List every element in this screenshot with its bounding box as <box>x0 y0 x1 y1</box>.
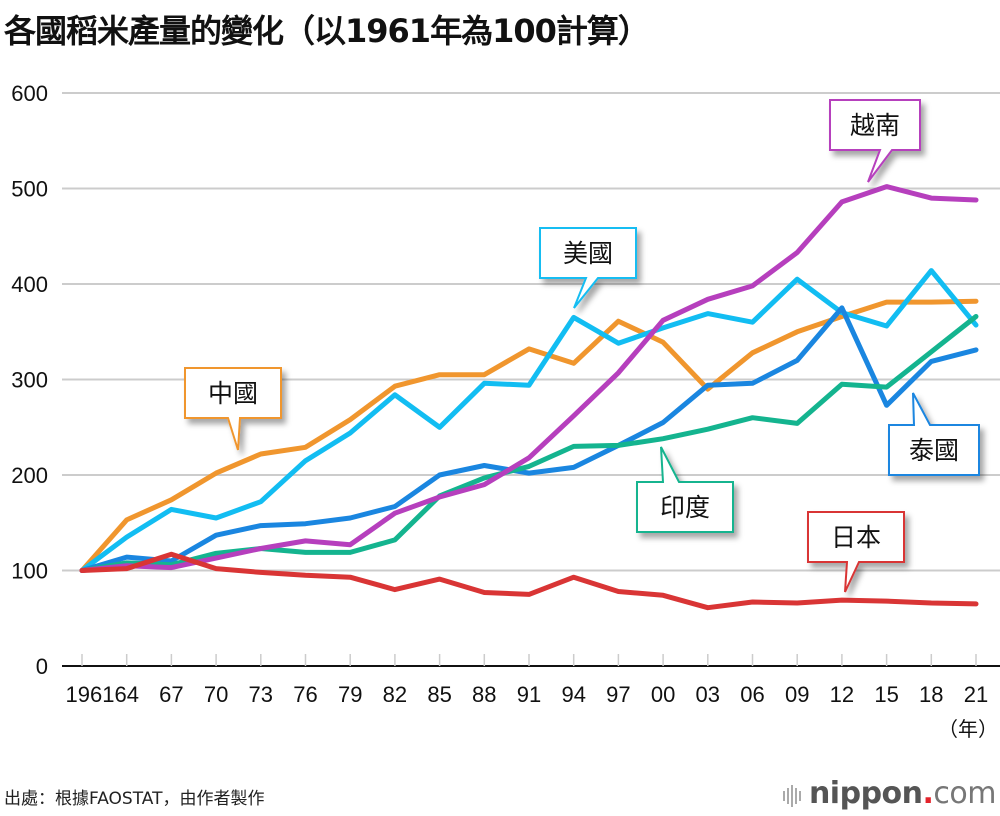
callout-box <box>888 392 980 476</box>
callout-泰國 <box>888 392 980 476</box>
x-tick-label: 85 <box>427 682 451 707</box>
x-tick-label: 06 <box>740 682 764 707</box>
x-tick-label: 00 <box>651 682 675 707</box>
logo-domain: com <box>933 776 996 811</box>
y-tick-label: 500 <box>11 177 48 202</box>
callout-box <box>636 446 734 533</box>
series-line <box>79 305 979 573</box>
callout-印度 <box>636 446 734 533</box>
x-axis: 1961 64 67 70 73 76 79 82 85 88 91 94 97 00 03 06 09 12 15… <box>62 654 1000 741</box>
x-tick-label: 64 <box>114 682 138 707</box>
x-tick-label: 70 <box>204 682 228 707</box>
y-tick-label: 200 <box>11 463 48 488</box>
y-tick-label: 0 <box>36 654 48 679</box>
x-tick-label: 18 <box>919 682 943 707</box>
y-axis-ticks: 0 100 200 300 400 500 600 <box>11 81 48 679</box>
y-tick-label: 300 <box>11 368 48 393</box>
callout-日本 <box>807 511 905 593</box>
x-axis-label: （年） <box>938 717 998 741</box>
x-tick-label: 76 <box>293 682 317 707</box>
logo-brand: nippon <box>808 776 923 811</box>
series-line <box>79 551 979 611</box>
series-lines <box>79 184 979 611</box>
x-tick-label: 82 <box>383 682 407 707</box>
y-tick-label: 100 <box>11 559 48 584</box>
x-tick-label: 79 <box>338 682 362 707</box>
x-tick-label: 09 <box>785 682 809 707</box>
line-chart: 0 100 200 300 400 500 600 1961 64 67 70 73 76 79 82 85… <box>11 81 1000 741</box>
callout-美國 <box>539 227 637 309</box>
callout-中國 <box>184 367 282 451</box>
logo-bars-icon <box>782 777 803 812</box>
callout-label: 中國 <box>208 379 258 408</box>
callout-label: 日本 <box>831 523 881 552</box>
series-line <box>79 314 979 573</box>
callout-box <box>539 227 637 309</box>
x-tick-label: 97 <box>606 682 630 707</box>
source-note: 出處：根據FAOSTAT，由作者製作 <box>4 789 265 809</box>
callout-label: 美國 <box>563 239 613 268</box>
x-tick-label: 1961 <box>66 682 115 707</box>
x-tick-label: 67 <box>159 682 183 707</box>
chart-title: 各國稻米產量的變化（以1961年為100計算） <box>4 12 650 50</box>
y-tick-label: 400 <box>11 272 48 297</box>
callout-越南 <box>829 99 921 183</box>
callout-box <box>807 511 905 593</box>
callout-box <box>829 99 921 183</box>
callout-label: 印度 <box>660 493 710 522</box>
x-tick-label: 12 <box>830 682 854 707</box>
logo-dot: . <box>922 776 934 811</box>
series-line <box>79 268 979 573</box>
x-tick-label: 94 <box>561 682 585 707</box>
x-tick-label: 73 <box>249 682 273 707</box>
series-line <box>79 184 979 573</box>
x-tick-label: 21 <box>964 682 988 707</box>
x-tick-label: 88 <box>472 682 496 707</box>
callout-label: 越南 <box>850 111 900 140</box>
nippon-logo: nippon.com <box>782 776 996 812</box>
x-tick-label: 03 <box>696 682 720 707</box>
callout-label: 泰國 <box>909 436 959 465</box>
gridlines <box>62 92 1000 572</box>
y-tick-label: 600 <box>11 81 48 106</box>
callout-box <box>184 367 282 451</box>
x-tick-label: 91 <box>517 682 541 707</box>
x-tick-label: 15 <box>874 682 898 707</box>
